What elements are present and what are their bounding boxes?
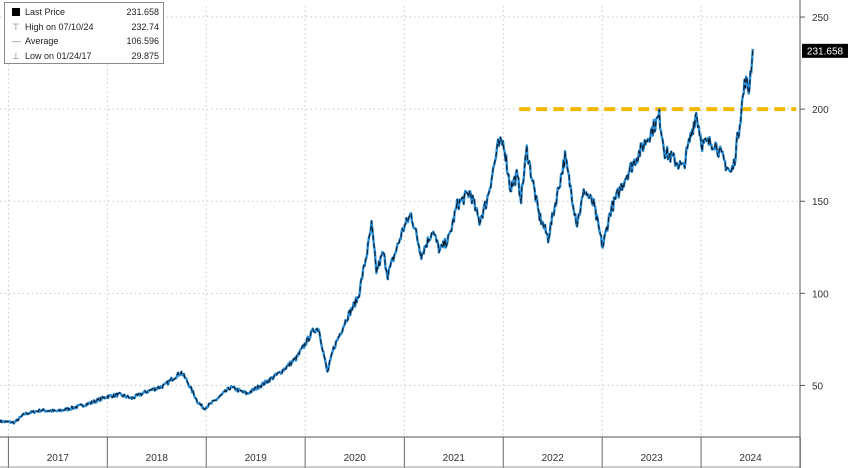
y-tick-label: 200 bbox=[812, 105, 829, 116]
labels: 50 100 150 200 250 2017 2018 2019 2020 2021 2022 20… bbox=[47, 13, 848, 464]
price-series bbox=[0, 48, 754, 425]
y-tick-label: 150 bbox=[812, 197, 829, 208]
legend: Last Price 231.658 ⊤ High on 07/10/24 23… bbox=[4, 2, 164, 64]
last-price-label: 231.658 bbox=[807, 46, 844, 57]
x-tick-label: 2023 bbox=[641, 453, 664, 464]
legend-label: Average bbox=[25, 36, 59, 46]
high-tick-icon: ⊤ bbox=[12, 21, 20, 32]
axes bbox=[0, 0, 805, 468]
legend-value: 29.875 bbox=[131, 50, 159, 61]
legend-label: Last Price bbox=[25, 7, 66, 17]
price-line-blue bbox=[0, 48, 754, 425]
legend-item-average: — Average 106.596 bbox=[9, 34, 159, 49]
x-tick-label: 2020 bbox=[344, 453, 367, 464]
x-tick-label: 2018 bbox=[146, 453, 169, 464]
gridlines bbox=[0, 6, 800, 437]
y-tick-label: 50 bbox=[812, 381, 824, 392]
x-tick-label: 2019 bbox=[245, 453, 268, 464]
legend-value: 231.658 bbox=[126, 7, 159, 17]
y-tick-label: 250 bbox=[812, 13, 829, 24]
legend-value: 232.74 bbox=[131, 21, 159, 32]
last-price-marker bbox=[802, 43, 848, 58]
square-icon bbox=[9, 8, 25, 17]
low-tick-icon: ⊥ bbox=[12, 50, 20, 61]
legend-label: Low on 01/24/17 bbox=[25, 50, 92, 61]
legend-item-high: ⊤ High on 07/10/24 232.74 bbox=[9, 20, 159, 35]
x-tick-label: 2021 bbox=[443, 453, 466, 464]
x-tick-label: 2017 bbox=[47, 453, 70, 464]
average-line-icon: — bbox=[12, 36, 21, 46]
legend-item-last-price: Last Price 231.658 bbox=[9, 5, 159, 20]
legend-item-low: ⊥ Low on 01/24/17 29.875 bbox=[9, 49, 159, 64]
legend-value: 106.596 bbox=[126, 36, 159, 46]
y-tick-label: 100 bbox=[812, 289, 829, 300]
legend-label: High on 07/10/24 bbox=[25, 21, 94, 32]
price-line-dark bbox=[0, 48, 754, 425]
x-tick-label: 2022 bbox=[542, 453, 565, 464]
x-tick-label: 2024 bbox=[739, 453, 762, 464]
